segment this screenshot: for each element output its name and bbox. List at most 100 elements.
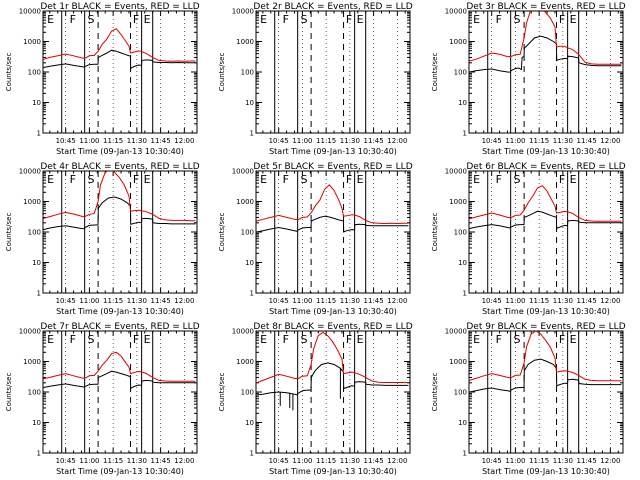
x-axis-label: Start Time (09-Jan-13 10:30:40): [56, 147, 184, 156]
y-tick-label: 10: [32, 259, 41, 267]
y-axis-label: Counts/sec: [431, 213, 439, 252]
plot-frame: [42, 330, 198, 454]
x-tick-label: 11:45: [151, 297, 171, 305]
x-tick-label: 11:30: [340, 137, 360, 145]
lld-series-line: [256, 184, 409, 225]
segment-label: F: [496, 13, 502, 26]
segment-label: S: [87, 13, 94, 26]
detector-panel: Det 5r BLACK = Events, RED = LLD Counts/s…: [218, 162, 413, 316]
x-tick-label: 11:45: [364, 297, 384, 305]
y-tick-label: 1000: [449, 198, 467, 206]
x-tick-label: 11:15: [529, 457, 549, 465]
y-axis-label: Counts/sec: [431, 373, 439, 412]
segment-label: F: [346, 13, 352, 26]
detector-panel: Det 4r BLACK = Events, RED = LLD Counts/s…: [5, 162, 200, 316]
x-tick-label: 11:15: [529, 137, 549, 145]
plot-frame: [255, 10, 411, 134]
segment-label: E: [47, 13, 54, 26]
segment-label: E: [473, 13, 480, 26]
y-tick-label: 10: [458, 99, 467, 107]
y-tick-label: 10000: [445, 8, 467, 16]
y-tick-label: 1000: [236, 198, 254, 206]
y-tick-label: 1: [463, 290, 467, 298]
segment-label: F: [346, 173, 352, 186]
x-tick-label: 11:45: [151, 137, 171, 145]
x-tick-label: 12:00: [387, 137, 407, 145]
y-axis-label: Counts/sec: [218, 213, 226, 252]
segment-label: E: [144, 13, 151, 26]
segment-label: E: [144, 333, 151, 346]
y-tick-label: 100: [454, 389, 467, 397]
x-tick-label: 10:45: [269, 137, 289, 145]
y-tick-label: 10000: [19, 168, 41, 176]
y-tick-label: 100: [241, 229, 254, 237]
segment-label: F: [70, 13, 76, 26]
panel-title: Det 4r BLACK = Events, RED = LLD: [40, 162, 199, 172]
segment-label: F: [283, 173, 289, 186]
segment-label: S: [87, 173, 94, 186]
events-series-line: [43, 196, 196, 231]
segment-label: F: [559, 13, 565, 26]
y-tick-label: 10000: [19, 328, 41, 336]
y-tick-label: 10: [458, 419, 467, 427]
plot-frame: [468, 10, 624, 134]
segment-label: F: [283, 333, 289, 346]
x-tick-label: 11:15: [103, 457, 123, 465]
x-tick-label: 11:30: [127, 457, 147, 465]
x-tick-label: 11:00: [79, 457, 99, 465]
x-tick-label: 11:00: [505, 137, 525, 145]
segment-label: E: [570, 333, 577, 346]
events-series-line: [43, 49, 196, 70]
y-tick-label: 10000: [232, 168, 254, 176]
y-tick-label: 100: [28, 229, 41, 237]
y-axis-label: Counts/sec: [218, 373, 226, 412]
x-tick-label: 11:30: [127, 137, 147, 145]
panel-title: Det 9r BLACK = Events, RED = LLD: [466, 322, 625, 332]
y-tick-label: 100: [454, 229, 467, 237]
x-tick-label: 11:30: [340, 297, 360, 305]
x-tick-label: 11:00: [292, 457, 312, 465]
y-tick-label: 1000: [23, 198, 41, 206]
x-tick-label: 12:00: [174, 457, 194, 465]
segment-label: E: [357, 333, 364, 346]
y-axis-label: Counts/sec: [5, 53, 13, 92]
events-series-line: [469, 35, 622, 73]
segment-label: S: [513, 173, 520, 186]
x-tick-label: 11:30: [127, 297, 147, 305]
x-tick-label: 11:15: [103, 297, 123, 305]
segment-label: S: [300, 173, 307, 186]
y-tick-label: 1000: [23, 38, 41, 46]
lld-series-line: [469, 331, 622, 382]
x-axis-label: Start Time (09-Jan-13 10:30:40): [482, 467, 610, 476]
x-tick-label: 11:00: [292, 297, 312, 305]
panel-title: Det 8r BLACK = Events, RED = LLD: [253, 322, 412, 332]
y-tick-label: 10000: [232, 8, 254, 16]
segment-label: F: [283, 13, 289, 26]
y-tick-label: 10: [245, 419, 254, 427]
segment-label: E: [47, 173, 54, 186]
y-axis-label: Counts/sec: [5, 213, 13, 252]
y-tick-label: 1000: [236, 38, 254, 46]
lld-series-line: [43, 171, 196, 222]
x-axis-label: Start Time (09-Jan-13 10:30:40): [56, 307, 184, 316]
segment-label: E: [357, 13, 364, 26]
segment-label: E: [260, 13, 267, 26]
x-tick-label: 12:00: [387, 457, 407, 465]
segment-label: S: [513, 13, 520, 26]
y-tick-label: 1: [250, 450, 254, 458]
lld-series-line: [469, 11, 622, 65]
y-tick-label: 10: [32, 99, 41, 107]
x-tick-label: 10:45: [482, 297, 502, 305]
x-tick-label: 11:45: [577, 137, 597, 145]
x-axis-label: Start Time (09-Jan-13 10:30:40): [56, 467, 184, 476]
y-tick-label: 10000: [232, 328, 254, 336]
y-tick-label: 1000: [236, 358, 254, 366]
segment-label: S: [300, 333, 307, 346]
x-axis-label: Start Time (09-Jan-13 10:30:40): [482, 147, 610, 156]
x-tick-label: 11:30: [340, 457, 360, 465]
x-tick-label: 12:00: [600, 297, 620, 305]
x-axis-label: Start Time (09-Jan-13 10:30:40): [269, 467, 397, 476]
plot-frame: [468, 330, 624, 454]
x-tick-label: 10:45: [56, 297, 76, 305]
